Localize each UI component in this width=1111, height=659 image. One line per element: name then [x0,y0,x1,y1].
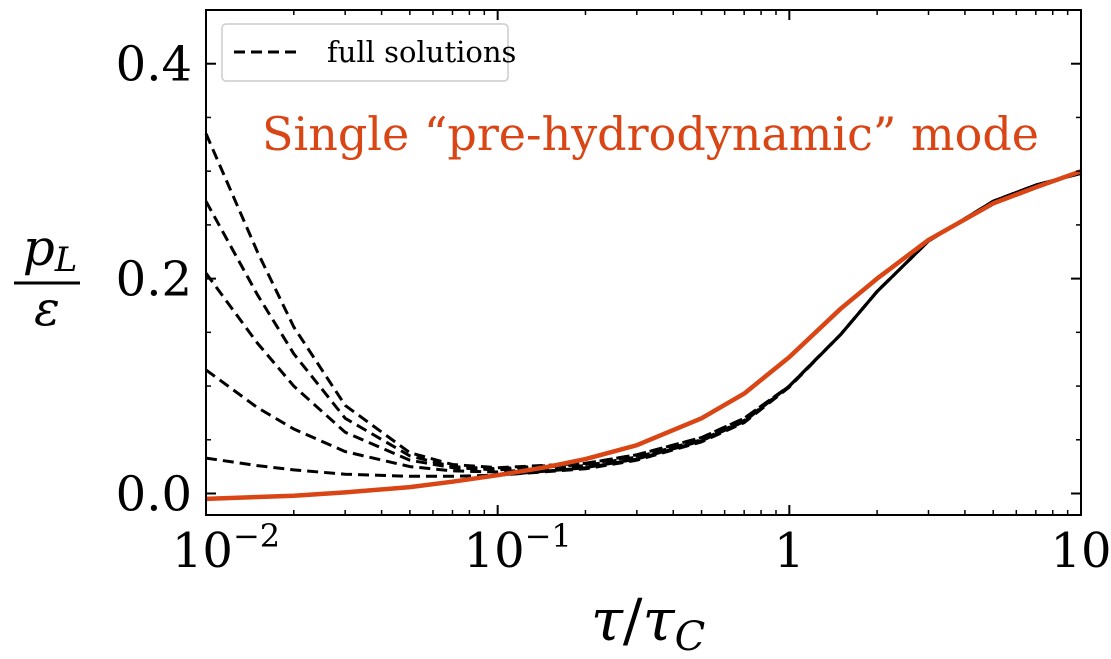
y-tick-label-0: 0.0 [116,467,192,523]
x-tick-label-base-0: 10 [172,523,233,579]
y-label-denominator: ε [34,281,60,337]
y-label-numerator-sub: L [54,240,78,280]
x-tick-label-2: 1 [774,523,805,579]
legend-box [221,23,509,82]
x-tick-label-exp-0: −2 [233,517,280,555]
series-line-1 [204,133,1082,470]
series-line-6 [497,171,1082,477]
x-tick-label-base-1: 10 [464,523,525,579]
x-tick-label-1: 10−1 [464,517,572,579]
series-line-4 [205,171,1082,474]
y-label-numerator-p: p [23,219,55,277]
series-line-7 [205,169,1082,502]
x-label-sub: C [675,614,706,654]
x-tick-label-exp-1: −1 [525,517,572,555]
legend-label-full-solutions: full solutions [327,35,516,69]
y-axis-label: pL ε [14,219,80,337]
y-tick-label-2: 0.4 [116,37,192,93]
series-line-5 [205,171,1082,478]
y-label-numerator: pL [23,219,78,280]
x-label-slash: / [623,586,643,654]
series-line-3 [204,171,1082,472]
x-axis-label: τ/τC [591,586,705,654]
y-tick-label-1: 0.2 [116,252,192,308]
series-layer [204,133,1082,502]
plot-frame [205,9,1082,516]
x-tick-label-3: 10 [1050,523,1111,579]
series-line-2 [204,171,1082,471]
axes-layer: 10−2 10−1 1 100.00.20.4 [116,10,1111,579]
annotation-title: Single “pre-hydrodynamic” mode [262,107,1039,161]
x-tick-label-0: 10−2 [172,517,280,579]
legend: full solutions [221,23,516,82]
